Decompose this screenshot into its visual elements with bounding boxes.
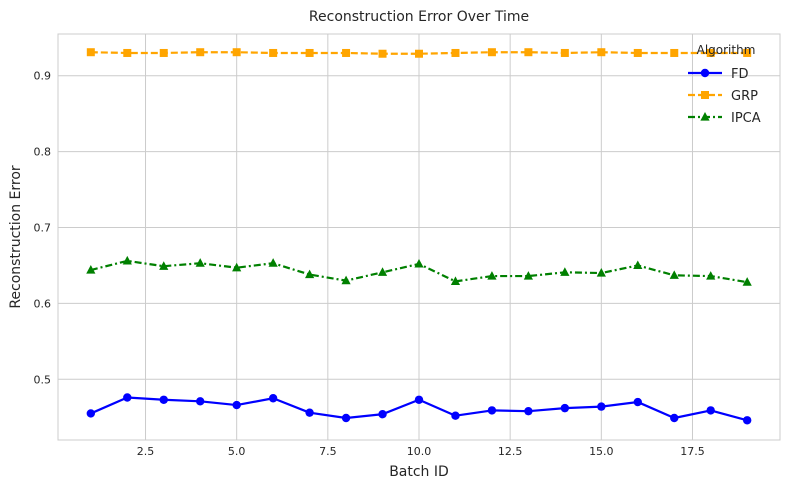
data-point-fd <box>232 400 241 410</box>
data-point-grp <box>670 48 679 57</box>
data-point-grp <box>378 49 387 58</box>
data-point-ipca <box>560 267 570 276</box>
data-point-grp <box>743 48 752 57</box>
tick-labels: 2.5 5.0 7.5 10.0 12.5 15.0 17.5 0.5 0.6 0.7 0.8 0.9 <box>34 70 705 458</box>
x-tick-label: 10.0 <box>407 445 432 458</box>
data-point-ipca <box>268 258 278 267</box>
legend-marker-fd <box>700 68 710 78</box>
legend-label-fd: FD <box>731 67 749 82</box>
data-point-ipca <box>596 268 606 277</box>
data-point-fd <box>378 409 387 419</box>
data-point-grp <box>196 48 205 57</box>
y-axis-title: Reconstruction Error <box>8 165 24 309</box>
data-point-fd <box>524 406 533 416</box>
data-point-ipca <box>232 262 242 272</box>
data-point-ipca <box>86 265 96 274</box>
data-point-fd <box>706 406 715 415</box>
data-point-fd <box>268 394 278 403</box>
legend-label-grp: GRP <box>731 89 758 104</box>
data-point-ipca <box>450 276 461 285</box>
data-point-ipca <box>706 271 716 280</box>
series-ipca <box>86 255 752 286</box>
legend-label-ipca: IPCA <box>731 111 761 126</box>
legend-title: Algorithm <box>697 43 756 57</box>
data-point-ipca <box>669 270 679 279</box>
data-point-fd <box>305 408 314 417</box>
series-fd <box>86 393 752 425</box>
grid-lines <box>58 34 780 440</box>
legend-marker-ipca <box>700 112 710 121</box>
data-point-ipca <box>305 269 315 279</box>
x-tick-label: 2.5 <box>137 445 155 458</box>
data-point-ipca <box>341 275 351 285</box>
data-point-ipca <box>159 261 169 270</box>
data-point-fd <box>196 397 205 406</box>
x-axis-title: Batch ID <box>389 464 449 480</box>
data-point-fd <box>159 395 168 404</box>
data-point-grp <box>86 48 95 57</box>
y-tick-label: 0.7 <box>34 222 52 235</box>
data-point-grp <box>305 48 314 57</box>
data-point-fd <box>597 402 606 411</box>
chart-title: Reconstruction Error Over Time <box>309 9 529 25</box>
legend: Algorithm FD GRP IPCA <box>688 43 761 126</box>
data-point-fd <box>742 416 752 425</box>
data-point-grp <box>159 48 168 57</box>
data-point-ipca <box>523 271 533 280</box>
legend-marker-grp <box>701 91 709 99</box>
y-tick-label: 0.6 <box>34 297 52 310</box>
data-point-grp <box>451 48 460 57</box>
data-point-grp <box>487 48 496 57</box>
data-point-grp <box>415 49 423 58</box>
x-tick-label: 15.0 <box>589 445 614 458</box>
y-tick-label: 0.8 <box>34 146 52 159</box>
data-point-fd <box>487 406 497 415</box>
data-point-grp <box>269 48 278 57</box>
data-point-grp <box>232 48 241 57</box>
data-point-grp <box>342 48 351 57</box>
series-grp <box>86 48 752 58</box>
data-point-fd <box>560 403 570 413</box>
data-point-ipca <box>122 255 132 265</box>
data-point-fd <box>633 397 642 407</box>
data-point-ipca <box>633 260 643 270</box>
data-point-grp <box>706 48 715 57</box>
data-point-ipca <box>414 258 424 268</box>
data-point-grp <box>560 48 569 57</box>
data-point-ipca <box>195 258 205 267</box>
data-point-fd <box>670 413 679 423</box>
series-layer <box>86 48 752 425</box>
x-tick-label: 7.5 <box>319 445 337 458</box>
data-point-grp <box>633 48 642 57</box>
x-tick-label: 5.0 <box>228 445 246 458</box>
data-point-fd <box>451 411 460 420</box>
data-point-grp <box>123 48 132 57</box>
x-tick-label: 17.5 <box>680 445 705 458</box>
data-point-fd <box>123 393 132 402</box>
data-point-grp <box>597 48 606 57</box>
data-point-ipca <box>742 277 752 286</box>
y-tick-label: 0.5 <box>34 373 52 386</box>
data-point-fd <box>341 413 351 423</box>
data-point-grp <box>524 48 533 57</box>
x-tick-label: 12.5 <box>498 445 523 458</box>
y-tick-label: 0.9 <box>34 70 52 83</box>
data-point-ipca <box>487 271 497 280</box>
data-point-ipca <box>377 267 388 276</box>
data-point-fd <box>86 409 96 418</box>
data-point-fd <box>414 395 424 404</box>
